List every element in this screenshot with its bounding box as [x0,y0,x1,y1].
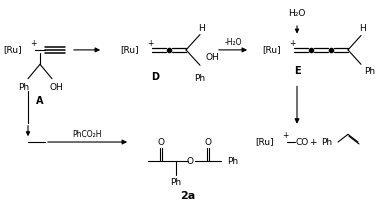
Text: +: + [30,39,36,48]
Text: [Ru]: [Ru] [3,45,22,54]
Text: PhCO₂H: PhCO₂H [72,130,102,139]
Text: +: + [282,131,289,140]
Text: OH: OH [206,53,220,62]
Text: H: H [359,24,367,33]
Text: [Ru]: [Ru] [120,45,139,54]
Text: +: + [289,39,296,48]
Text: Ph: Ph [194,74,205,83]
Text: Ph: Ph [227,157,238,166]
Text: H₂O: H₂O [288,9,306,18]
Text: Ph: Ph [18,83,29,92]
Text: Ph: Ph [171,178,181,187]
Text: [Ru]: [Ru] [262,45,281,54]
Text: O: O [158,138,165,147]
Text: D: D [151,72,159,82]
Text: H: H [199,24,205,33]
Text: E: E [294,66,300,76]
Text: A: A [36,96,44,106]
Text: O: O [187,157,194,166]
Text: O: O [205,138,212,147]
Text: Ph: Ph [364,67,375,76]
Text: CO: CO [296,138,309,147]
Text: +: + [309,138,317,147]
Text: OH: OH [49,83,63,92]
Text: +: + [147,39,153,48]
Text: [Ru]: [Ru] [255,138,274,147]
Text: 2a: 2a [180,191,196,200]
Text: Ph: Ph [321,138,332,147]
Text: -H₂O: -H₂O [224,38,242,47]
